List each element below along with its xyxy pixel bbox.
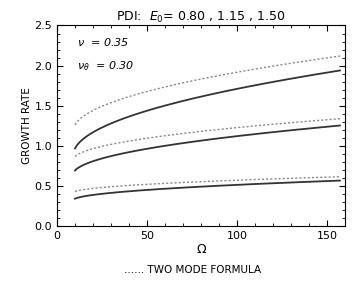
Text: $\nu$  = 0.35: $\nu$ = 0.35	[77, 35, 130, 48]
X-axis label: $\Omega$: $\Omega$	[195, 243, 207, 256]
Text: ...... TWO MODE FORMULA: ...... TWO MODE FORMULA	[124, 265, 261, 275]
Y-axis label: GROWTH RATE: GROWTH RATE	[22, 87, 32, 164]
Text: $\nu_\theta$  = 0.30: $\nu_\theta$ = 0.30	[77, 60, 135, 73]
Title: PDI:  $E_0$= 0.80 , 1.15 , 1.50: PDI: $E_0$= 0.80 , 1.15 , 1.50	[116, 10, 286, 25]
